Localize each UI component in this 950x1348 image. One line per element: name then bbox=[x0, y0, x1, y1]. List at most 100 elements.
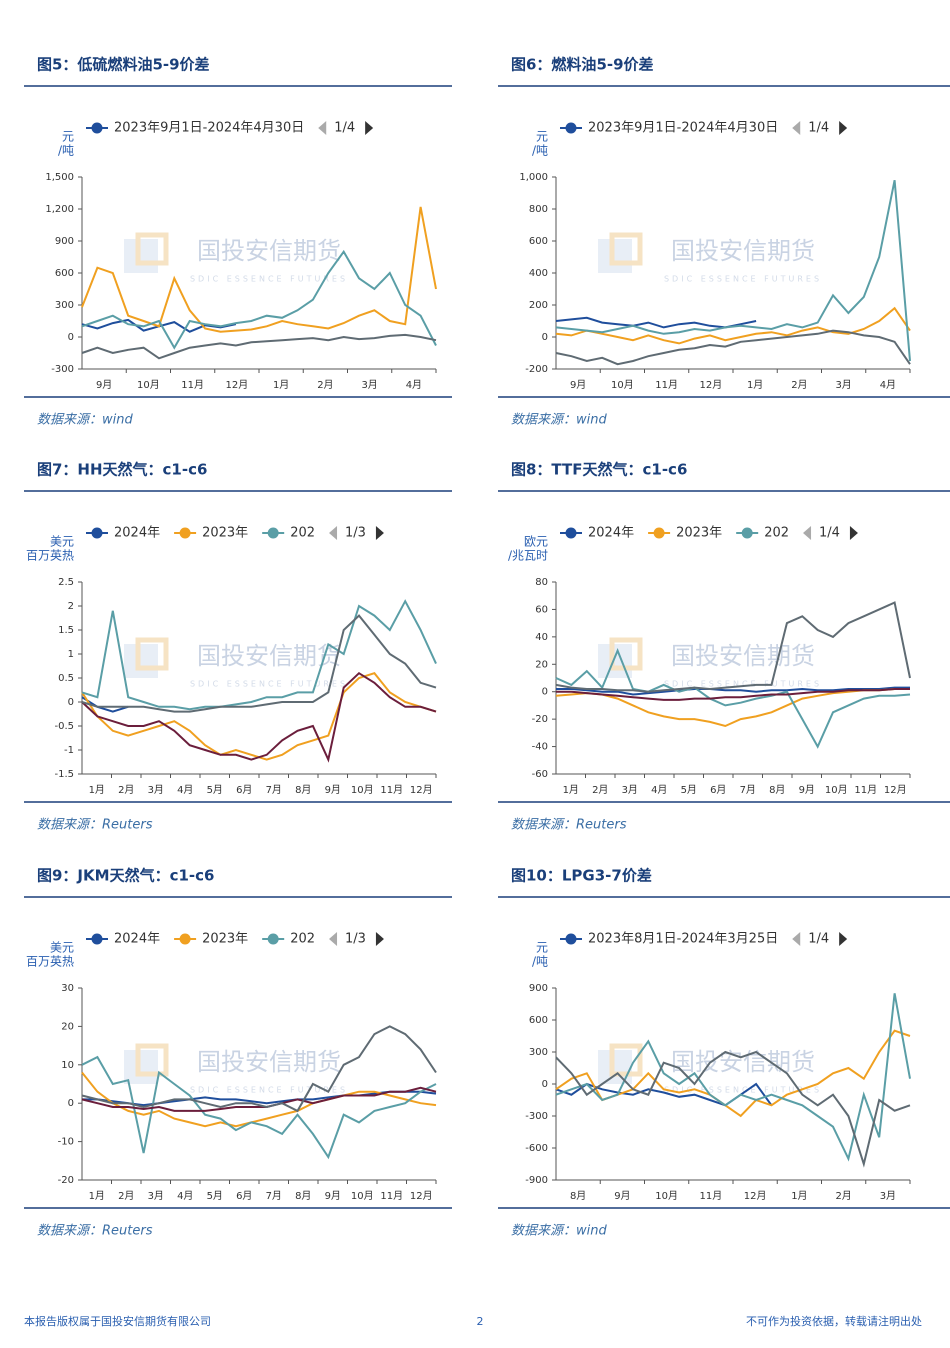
series-line bbox=[81, 1086, 437, 1112]
x-tick-label: 12月 bbox=[226, 379, 249, 391]
y-tick-label: 300 bbox=[55, 300, 74, 311]
legend-next bbox=[839, 932, 848, 946]
y-tick-label: 0 bbox=[542, 332, 548, 343]
x-tick-label: 8月 bbox=[769, 784, 785, 796]
page-number: 2 bbox=[477, 1315, 484, 1328]
x-tick-label: 4月 bbox=[880, 379, 896, 391]
x-tick-label: 11月 bbox=[655, 379, 678, 391]
y-tick-label: 20 bbox=[61, 1021, 74, 1032]
source: 数据来源：Reuters bbox=[37, 818, 153, 833]
x-tick-label: 4月 bbox=[651, 784, 667, 796]
watermark-logo bbox=[598, 1050, 632, 1084]
x-tick-label: 5月 bbox=[207, 1190, 223, 1202]
y-tick-label: -0.5 bbox=[54, 721, 74, 732]
x-tick-label: 10月 bbox=[611, 379, 634, 391]
x-tick-label: 11月 bbox=[854, 784, 877, 796]
watermark: 国投安信期货 bbox=[197, 1048, 341, 1076]
y-tick-label: -10 bbox=[58, 1137, 74, 1148]
legend-marker bbox=[179, 933, 191, 945]
x-tick-label: 8月 bbox=[295, 784, 311, 796]
chart-title: 图7：HH天然气：c1-c6 bbox=[37, 461, 207, 479]
watermark-en: SDIC ESSENCE FUTURES bbox=[664, 275, 822, 284]
x-tick-label: 1月 bbox=[89, 784, 105, 796]
y-tick-label: 0 bbox=[68, 332, 74, 343]
unit-label: 百万英热 bbox=[26, 955, 74, 969]
x-tick-label: 11月 bbox=[181, 379, 204, 391]
y-tick-label: 10 bbox=[61, 1060, 74, 1071]
legend-label: 2023年9月1日-2024年4月30日 bbox=[114, 121, 304, 136]
legend-page: 1/4 bbox=[334, 121, 355, 136]
series-line bbox=[81, 671, 437, 763]
watermark: 国投安信期货 bbox=[197, 642, 341, 670]
x-tick-label: 1月 bbox=[791, 1190, 807, 1202]
x-tick-label: 2月 bbox=[118, 784, 134, 796]
watermark-logo bbox=[124, 1050, 158, 1084]
series-line bbox=[555, 329, 911, 366]
series-line bbox=[81, 249, 437, 350]
unit-label: /吨 bbox=[532, 955, 548, 969]
y-tick-label: -300 bbox=[51, 364, 74, 375]
series-line bbox=[81, 1025, 437, 1113]
legend-page: 1/4 bbox=[819, 526, 840, 541]
legend-label: 2023年 bbox=[202, 526, 248, 541]
y-tick-label: 400 bbox=[529, 268, 548, 279]
legend-marker bbox=[91, 527, 103, 539]
legend-prev bbox=[792, 121, 801, 135]
x-tick-label: 10月 bbox=[137, 379, 160, 391]
watermark-en: SDIC ESSENCE FUTURES bbox=[664, 1086, 822, 1095]
y-tick-label: 60 bbox=[535, 604, 548, 615]
watermark: 国投安信期货 bbox=[671, 642, 815, 670]
watermark: 国投安信期货 bbox=[197, 237, 341, 265]
y-tick-label: 1,000 bbox=[519, 172, 548, 183]
x-tick-label: 3月 bbox=[148, 1190, 164, 1202]
watermark-logo bbox=[135, 637, 169, 671]
legend-marker bbox=[565, 122, 577, 134]
series-line bbox=[81, 333, 437, 360]
x-tick-label: 9月 bbox=[96, 379, 112, 391]
x-tick-label: 1月 bbox=[89, 1190, 105, 1202]
watermark-logo bbox=[609, 1043, 643, 1077]
chart-title: 图6：燃料油5-9价差 bbox=[511, 56, 654, 74]
legend-page: 1/4 bbox=[808, 121, 829, 136]
source: 数据来源：wind bbox=[511, 1224, 607, 1239]
x-tick-label: 8月 bbox=[295, 1190, 311, 1202]
unit-label: 美元 bbox=[50, 535, 74, 549]
legend-label: 202 bbox=[764, 526, 789, 541]
y-tick-label: -900 bbox=[525, 1175, 548, 1186]
legend-marker bbox=[565, 933, 577, 945]
x-tick-label: 11月 bbox=[700, 1190, 723, 1202]
y-tick-label: -1 bbox=[64, 745, 74, 756]
x-tick-label: 7月 bbox=[266, 1190, 282, 1202]
x-tick-label: 2月 bbox=[317, 379, 333, 391]
series-line bbox=[81, 599, 437, 711]
series-line bbox=[81, 614, 437, 713]
x-tick-label: 10月 bbox=[655, 1190, 678, 1202]
y-tick-label: -20 bbox=[532, 714, 548, 725]
x-tick-label: 2月 bbox=[118, 1190, 134, 1202]
legend-prev bbox=[329, 526, 338, 540]
y-tick-label: 300 bbox=[529, 1047, 548, 1058]
series-line bbox=[81, 696, 129, 713]
x-tick-label: 2月 bbox=[791, 379, 807, 391]
legend-page: 1/3 bbox=[345, 932, 366, 947]
chart-title: 图10：LPG3-7价差 bbox=[511, 867, 652, 885]
series-line bbox=[555, 1050, 911, 1168]
series-line bbox=[555, 993, 911, 1162]
legend-label: 202 bbox=[290, 526, 315, 541]
y-tick-label: 0 bbox=[68, 1098, 74, 1109]
x-tick-label: 7月 bbox=[740, 784, 756, 796]
x-tick-label: 6月 bbox=[236, 784, 252, 796]
x-tick-label: 1月 bbox=[563, 784, 579, 796]
legend-next bbox=[839, 121, 848, 135]
chart-title: 图9：JKM天然气：c1-c6 bbox=[37, 867, 214, 885]
x-tick-label: 11月 bbox=[380, 784, 403, 796]
legend-marker bbox=[91, 933, 103, 945]
watermark-logo bbox=[135, 1043, 169, 1077]
y-tick-label: 1 bbox=[68, 649, 74, 660]
source: 数据来源：wind bbox=[37, 413, 133, 428]
x-tick-label: 9月 bbox=[614, 1190, 630, 1202]
y-tick-label: 800 bbox=[529, 204, 548, 215]
unit-label: /吨 bbox=[58, 144, 74, 158]
x-tick-label: 12月 bbox=[410, 784, 433, 796]
unit-label: 元 bbox=[62, 130, 74, 144]
